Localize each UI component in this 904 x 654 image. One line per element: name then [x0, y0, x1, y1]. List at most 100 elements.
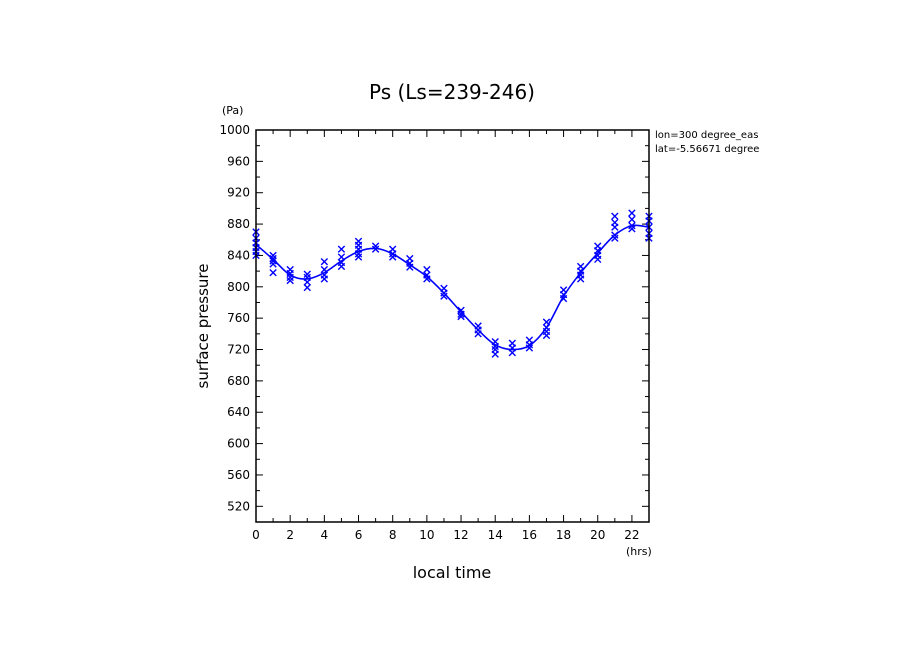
scatter-point-stroke	[269, 268, 277, 277]
scatter-point	[337, 253, 346, 261]
scatter-point-stroke	[559, 294, 568, 303]
scatter-point-stroke	[440, 292, 448, 300]
scatter-point	[440, 289, 448, 297]
scatter-point	[525, 344, 534, 352]
scatter-point-stroke	[594, 255, 602, 264]
scatter-point-stroke	[389, 250, 397, 258]
scatter-point-stroke	[337, 253, 346, 261]
scatter-point-stroke	[286, 273, 294, 282]
y-unit-label: (Pa)	[222, 104, 243, 117]
scatter-point	[320, 258, 329, 266]
scatter-point	[337, 262, 346, 271]
data-marks	[252, 209, 653, 358]
scatter-point	[286, 276, 294, 285]
y-axis-label: surface pressure	[194, 264, 212, 389]
scatter-point	[269, 268, 277, 277]
x-tick-label: 14	[488, 528, 503, 542]
scatter-point-stroke	[508, 348, 516, 357]
x-tick-label: 22	[624, 528, 639, 542]
scatter-point-stroke	[406, 263, 414, 271]
x-tick-label: 12	[453, 528, 468, 542]
scatter-point	[628, 221, 636, 230]
scatter-point	[389, 250, 397, 258]
x-tick-label: 16	[522, 528, 537, 542]
scatter-point-stroke	[303, 283, 311, 292]
scatter-point	[508, 348, 516, 357]
scatter-point-stroke	[269, 257, 277, 265]
scatter-point	[371, 242, 380, 250]
scatter-point	[594, 255, 602, 264]
scatter-point-stroke	[474, 330, 482, 338]
scatter-point	[559, 294, 568, 303]
scatter-point	[354, 250, 363, 258]
scatter-point-stroke	[371, 245, 380, 253]
scatter-point	[525, 341, 534, 349]
scatter-point-stroke	[525, 341, 534, 349]
scatter-point-stroke	[269, 260, 277, 268]
scatter-point	[542, 331, 551, 340]
scatter-point	[303, 270, 311, 278]
y-tick-label: 520	[227, 499, 250, 513]
scatter-point	[423, 275, 431, 283]
x-tick-label: 0	[252, 528, 260, 542]
scatter-point-stroke	[611, 231, 619, 239]
scatter-point-stroke	[457, 310, 465, 318]
scatter-point	[389, 253, 397, 261]
scatter-point	[611, 231, 619, 239]
scatter-point	[269, 251, 277, 260]
scatter-point	[423, 265, 431, 274]
x-tick-label: 10	[419, 528, 434, 542]
y-tick-label: 600	[227, 437, 250, 451]
scatter-point	[457, 310, 465, 318]
y-tick-label: 920	[227, 186, 250, 200]
y-tick-label: 760	[227, 311, 250, 325]
x-tick-label: 20	[590, 528, 605, 542]
scatter-point-stroke	[628, 209, 636, 217]
series-line	[255, 224, 650, 351]
scatter-point	[269, 260, 277, 268]
plot-frame	[255, 129, 650, 523]
scatter-point-stroke	[303, 270, 311, 278]
scatter-point	[303, 283, 311, 292]
scatter-point	[611, 212, 619, 220]
scatter-point-stroke	[457, 312, 465, 321]
scatter-point-stroke	[354, 253, 363, 261]
scatter-point	[269, 257, 277, 265]
scatter-point	[474, 330, 482, 338]
x-tick-label: 2	[286, 528, 294, 542]
scatter-point-stroke	[371, 242, 380, 250]
x-tick-label: 4	[321, 528, 329, 542]
y-tick-label: 560	[227, 468, 250, 482]
scatter-point	[406, 263, 414, 271]
scatter-point-stroke	[354, 250, 363, 258]
annotation-lat: lat=-5.56671 degree	[655, 144, 759, 155]
scatter-point-stroke	[611, 234, 619, 242]
scatter-point-stroke	[542, 318, 551, 326]
scatter-point-stroke	[320, 275, 329, 283]
scatter-point	[542, 318, 551, 326]
scatter-point-stroke	[269, 254, 277, 263]
scatter-point-stroke	[423, 265, 431, 274]
x-tick-label: 18	[556, 528, 571, 542]
scatter-point-stroke	[542, 331, 551, 340]
scatter-point-stroke	[440, 289, 448, 297]
scatter-point-stroke	[337, 245, 346, 253]
scatter-point	[337, 245, 346, 253]
scatter-point	[491, 350, 499, 358]
scatter-point-stroke	[611, 212, 619, 220]
scatter-point	[611, 234, 619, 242]
scatter-point	[320, 275, 329, 283]
scatter-point-stroke	[628, 225, 636, 233]
scatter-point-stroke	[286, 276, 294, 285]
scatter-point	[611, 223, 619, 231]
x-unit-label: (hrs)	[626, 545, 652, 558]
scatter-point	[628, 209, 636, 217]
scatter-point	[576, 275, 585, 283]
scatter-point-stroke	[320, 265, 329, 274]
scatter-point	[320, 265, 329, 274]
annotation-lon: lon=300 degree_eas	[655, 130, 758, 141]
x-axis-label: local time	[413, 563, 492, 582]
y-tick-label: 1000	[219, 123, 250, 137]
axis-ticks: 5205606006406807207608008408809209601000…	[219, 123, 650, 542]
scatter-point	[440, 292, 448, 300]
